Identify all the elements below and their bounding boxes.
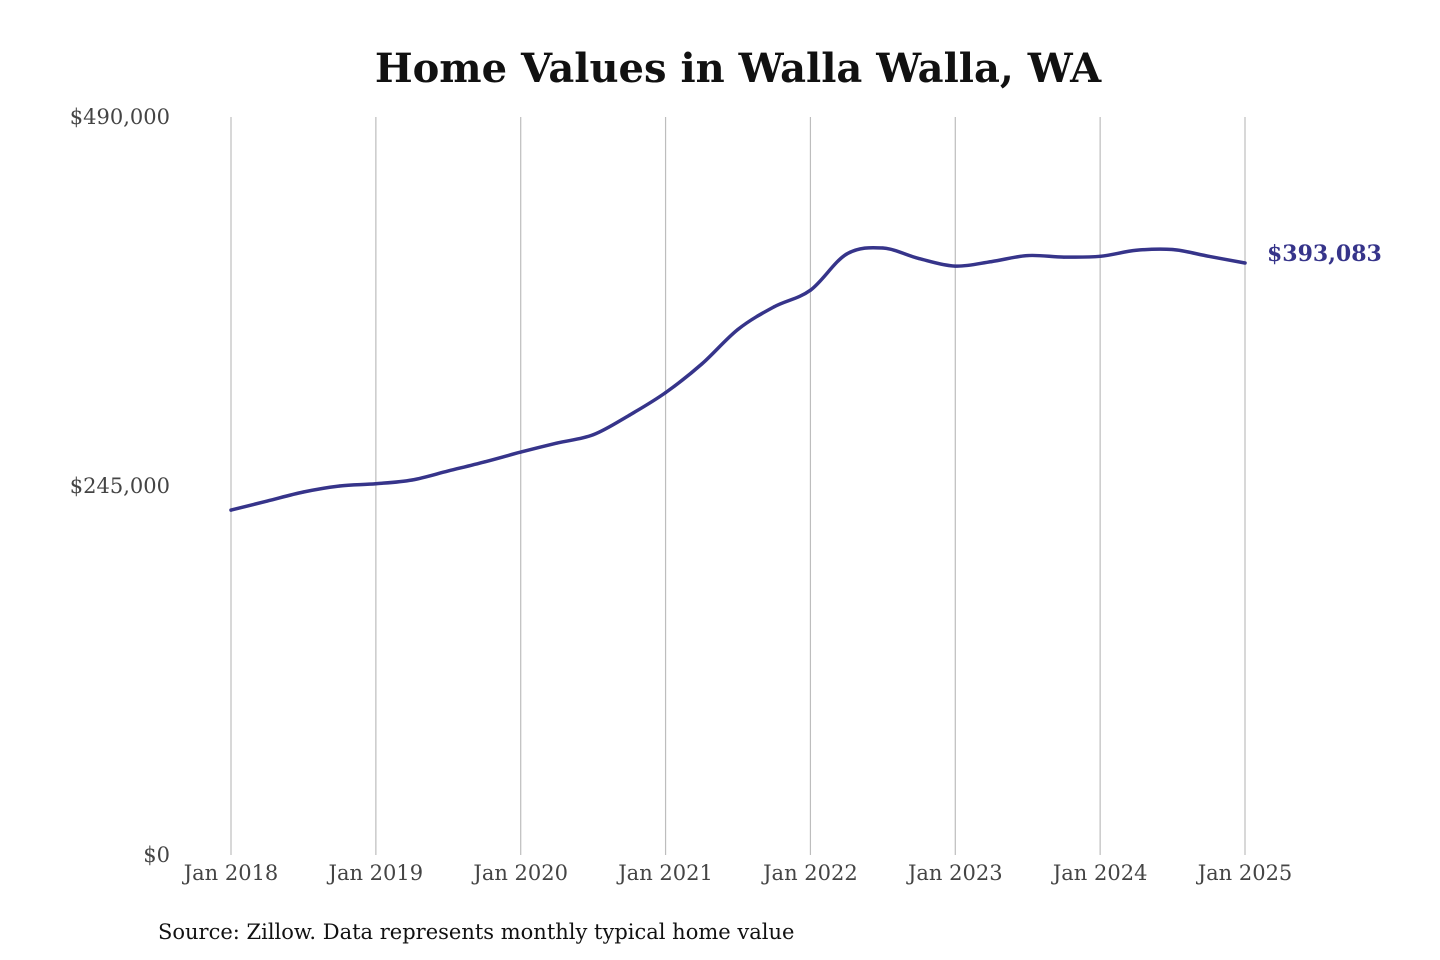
x-tick-label: Jan 2019 — [327, 861, 424, 885]
data-point — [555, 441, 559, 445]
x-tick-label: Jan 2018 — [182, 861, 279, 885]
end-value-label: $393,083 — [1267, 241, 1382, 267]
x-tick-label: Jan 2025 — [1196, 861, 1293, 885]
data-point — [953, 264, 957, 268]
data-point — [338, 484, 342, 488]
y-tick-label: $490,000 — [70, 105, 170, 129]
x-tick-label: Jan 2020 — [471, 861, 568, 885]
x-tick-label: Jan 2021 — [616, 861, 713, 885]
data-point — [627, 413, 631, 417]
x-tick-label: Jan 2023 — [906, 861, 1003, 885]
data-point — [301, 490, 306, 494]
data-point — [1098, 254, 1102, 258]
data-point — [917, 256, 921, 261]
series-layer: $393,083 — [229, 241, 1382, 512]
gridlines — [230, 117, 1246, 855]
data-point — [482, 460, 487, 464]
data-point — [772, 305, 776, 309]
data-point — [1243, 261, 1247, 265]
data-point — [374, 482, 378, 486]
x-axis-ticks: Jan 2018 Jan 2019 Jan 2020 Jan 2021 Jan 2022… — [182, 861, 1293, 885]
data-point — [519, 450, 523, 454]
data-point — [591, 433, 595, 437]
data-point — [736, 327, 740, 331]
series-line — [229, 245, 1247, 512]
source-note: Source: Zillow. Data represents monthly … — [158, 920, 794, 944]
data-point — [700, 362, 704, 366]
data-point — [1062, 255, 1066, 259]
data-point — [1170, 247, 1175, 252]
data-point — [1134, 248, 1138, 252]
x-tick-label: Jan 2024 — [1051, 861, 1148, 885]
y-tick-label: $0 — [143, 843, 170, 867]
data-point — [1207, 254, 1211, 258]
y-tick-label: $245,000 — [70, 474, 170, 498]
data-point — [410, 478, 414, 482]
data-point — [663, 391, 668, 395]
chart-title: Home Values in Walla Walla, WA — [375, 45, 1102, 92]
data-point — [265, 499, 269, 503]
data-point — [989, 259, 994, 264]
data-point — [229, 508, 233, 512]
data-point — [845, 252, 849, 256]
data-point — [808, 288, 813, 292]
data-point — [1026, 253, 1030, 258]
data-point — [446, 469, 450, 473]
y-axis-ticks: $0 $245,000 $490,000 — [70, 105, 170, 867]
x-tick-label: Jan 2022 — [761, 861, 858, 885]
data-point — [881, 246, 885, 250]
